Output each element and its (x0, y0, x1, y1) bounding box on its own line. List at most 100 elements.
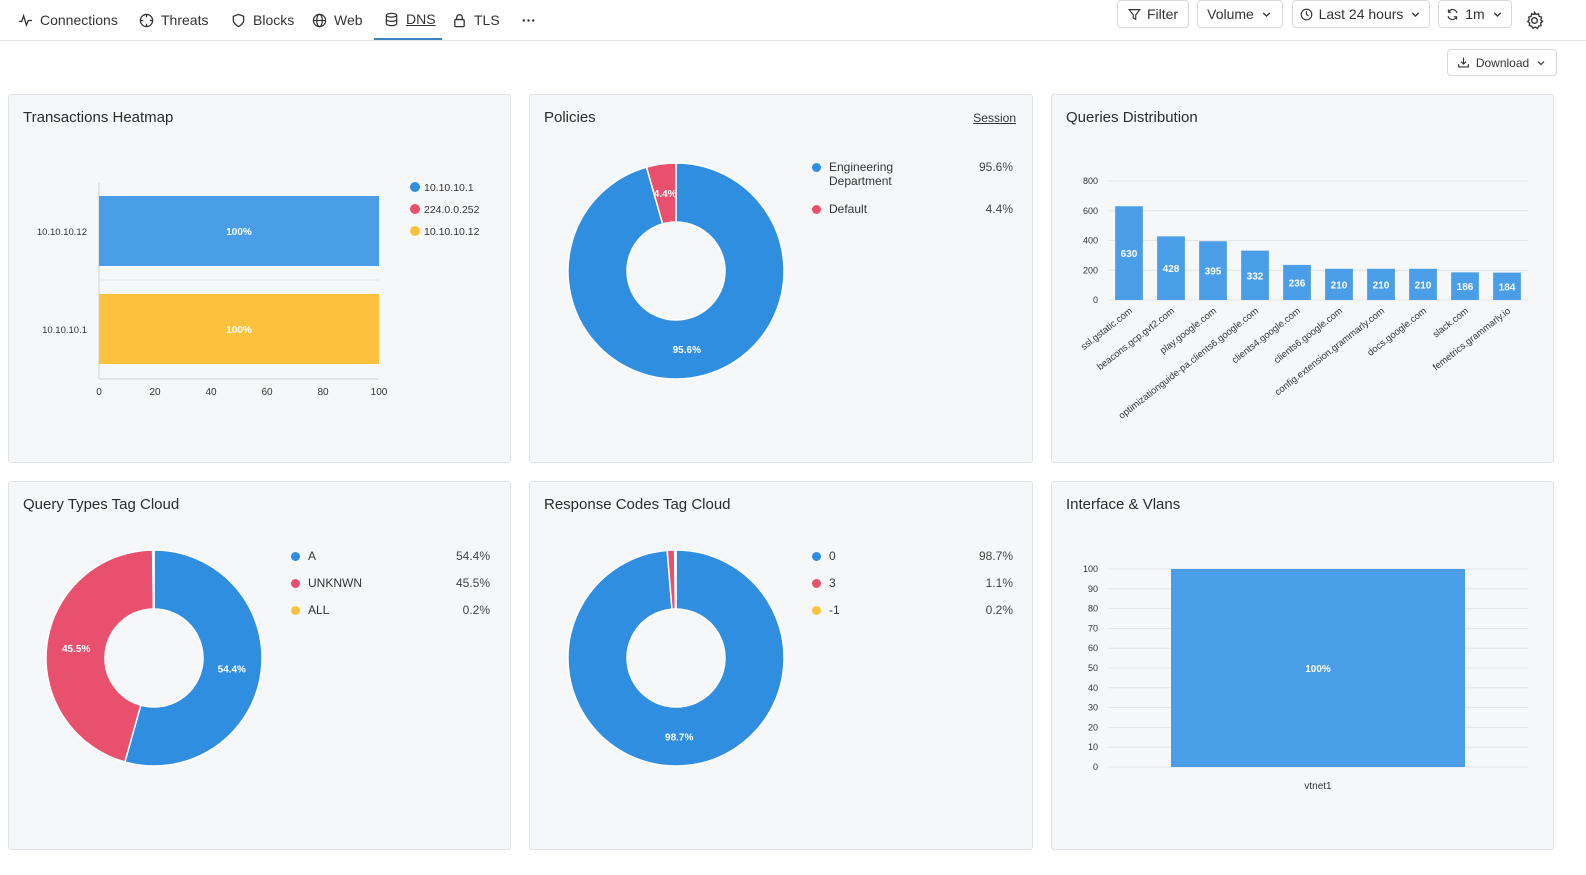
tab-connections[interactable]: Connections (18, 0, 118, 40)
y-tick-label: 90 (1088, 584, 1098, 594)
legend-marker (291, 552, 300, 561)
legend-label: 10.10.10.12 (424, 226, 480, 238)
time-range-dropdown[interactable]: Last 24 hours (1292, 0, 1430, 28)
bar-value-label: 186 (1457, 282, 1474, 293)
legend-label: 0 (829, 549, 836, 563)
bar-value-label: 210 (1415, 280, 1432, 291)
y-tick-label: 600 (1083, 206, 1098, 216)
donut-slice (567, 549, 785, 767)
query-types-card: Query Types Tag Cloud 54.4% 45.5% A 54.4% U… (8, 481, 511, 850)
x-tick-label: 100 (371, 387, 388, 398)
card-title: Interface & Vlans (1066, 496, 1181, 513)
legend-item[interactable]: Default (812, 202, 943, 216)
card-title: Transactions Heatmap (23, 109, 174, 126)
legend-marker (410, 182, 420, 192)
more-tabs-button[interactable] (521, 0, 536, 40)
legend-label: ALL (308, 603, 330, 617)
legend-item[interactable]: Engineering Department (812, 160, 943, 188)
refresh-interval-label: 1m (1465, 6, 1485, 22)
bar-value-label: 332 (1247, 271, 1264, 282)
bar-value-label: 100% (226, 227, 252, 238)
globe-icon (312, 13, 327, 27)
query-bar (1115, 206, 1143, 300)
crosshair-icon (139, 13, 154, 27)
card-title: Queries Distribution (1066, 109, 1198, 126)
x-tick-label: 20 (149, 387, 161, 398)
x-tick-label: 0 (96, 387, 102, 398)
legend-percentage: 4.4% (985, 202, 1013, 216)
gear-icon (1526, 10, 1544, 29)
time-range-label: Last 24 hours (1318, 6, 1404, 22)
download-dropdown[interactable]: Download (1447, 49, 1557, 76)
bar-value-label: 210 (1331, 280, 1348, 291)
tab-threats[interactable]: Threats (139, 0, 208, 40)
legend-percentage: 1.1% (985, 576, 1013, 590)
chevron-down-icon (1493, 11, 1501, 17)
legend-item[interactable]: 3 (812, 576, 943, 590)
legend-marker (291, 579, 300, 588)
volume-dropdown[interactable]: Volume (1197, 0, 1283, 28)
legend-label: 10.10.10.1 (424, 182, 474, 194)
donut-slice (567, 162, 785, 380)
chevron-down-icon (1262, 11, 1271, 17)
interface-vlans-card: Interface & Vlans 0 10 20 30 40 50 60 70 80 90 100… (1051, 481, 1554, 850)
legend-item[interactable]: ALL (291, 603, 420, 617)
legend-percentage: 98.7% (978, 549, 1013, 563)
legend-marker (812, 579, 821, 588)
y-tick-label: 100 (1083, 564, 1098, 574)
policies-donut-chart: 95.6% 4.4% (567, 162, 785, 380)
x-tick-label: vtnet1 (1304, 781, 1332, 792)
tab-tls[interactable]: TLS (452, 0, 500, 40)
database-icon (385, 12, 398, 26)
filter-button[interactable]: Filter (1117, 0, 1189, 28)
y-tick-label: 10.10.10.12 (37, 227, 87, 238)
donut-slice (45, 549, 155, 763)
legend-percentage: 0.2% (462, 603, 490, 617)
slice-value-label: 95.6% (673, 345, 701, 356)
tab-label: Threats (161, 12, 209, 28)
chevron-down-icon (1412, 11, 1420, 17)
legend-item[interactable]: UNKNWN (291, 576, 420, 590)
legend-label: 3 (829, 576, 836, 590)
transactions-heatmap-card: Transactions Heatmap 100% 10.10.10.12 100%… (8, 94, 511, 463)
download-label: Download (1475, 55, 1530, 70)
y-tick-label: 40 (1088, 683, 1098, 693)
legend-label: Default (829, 202, 868, 216)
card-title: Query Types Tag Cloud (23, 496, 180, 513)
query-bar (1157, 236, 1185, 300)
query-bar (1493, 272, 1521, 300)
chevron-down-icon (1537, 60, 1545, 65)
x-tick-label: clients4.google.com (1230, 306, 1303, 366)
legend-item[interactable]: 0 (812, 549, 943, 563)
legend-label: -1 (829, 603, 840, 617)
settings-button[interactable] (1525, 0, 1544, 40)
bar-value-label: 100% (226, 325, 252, 336)
query-bar (1451, 272, 1479, 300)
y-tick-label: 20 (1088, 722, 1098, 732)
bar-value-label: 630 (1121, 249, 1138, 260)
bar-value-label: 395 (1205, 267, 1222, 278)
legend-item[interactable]: A (291, 549, 420, 563)
lock-icon (454, 13, 465, 27)
session-link[interactable]: Session (973, 111, 1016, 125)
tab-dns[interactable]: DNS (374, 0, 442, 40)
y-tick-label: 30 (1088, 703, 1098, 713)
download-icon (1457, 57, 1469, 68)
legend-percentage: 0.2% (985, 603, 1013, 617)
legend-label: Engineering Department (829, 160, 894, 188)
x-tick-label: 40 (205, 387, 217, 398)
x-tick-label: slack.com (1431, 306, 1471, 341)
interface-bar (1171, 569, 1465, 767)
refresh-interval-dropdown[interactable]: 1m (1438, 0, 1512, 28)
tab-blocks[interactable]: Blocks (231, 0, 294, 40)
query-bar (1367, 268, 1395, 300)
legend-item[interactable]: -1 (812, 603, 943, 617)
tab-web[interactable]: Web (312, 0, 363, 40)
legend-label: UNKNWN (308, 576, 362, 590)
response-codes-donut-chart: 98.7% (567, 549, 785, 767)
y-tick-label: 400 (1083, 236, 1098, 246)
query-bar (1241, 250, 1269, 300)
transactions-heatmap-chart: 100% 10.10.10.12 100% 10.10.10.1 0 20 40 60 80 10… (37, 182, 480, 398)
more-horizontal-icon (522, 18, 535, 22)
policies-card: Policies Session 95.6% 4.4% Engineering D… (529, 94, 1033, 463)
